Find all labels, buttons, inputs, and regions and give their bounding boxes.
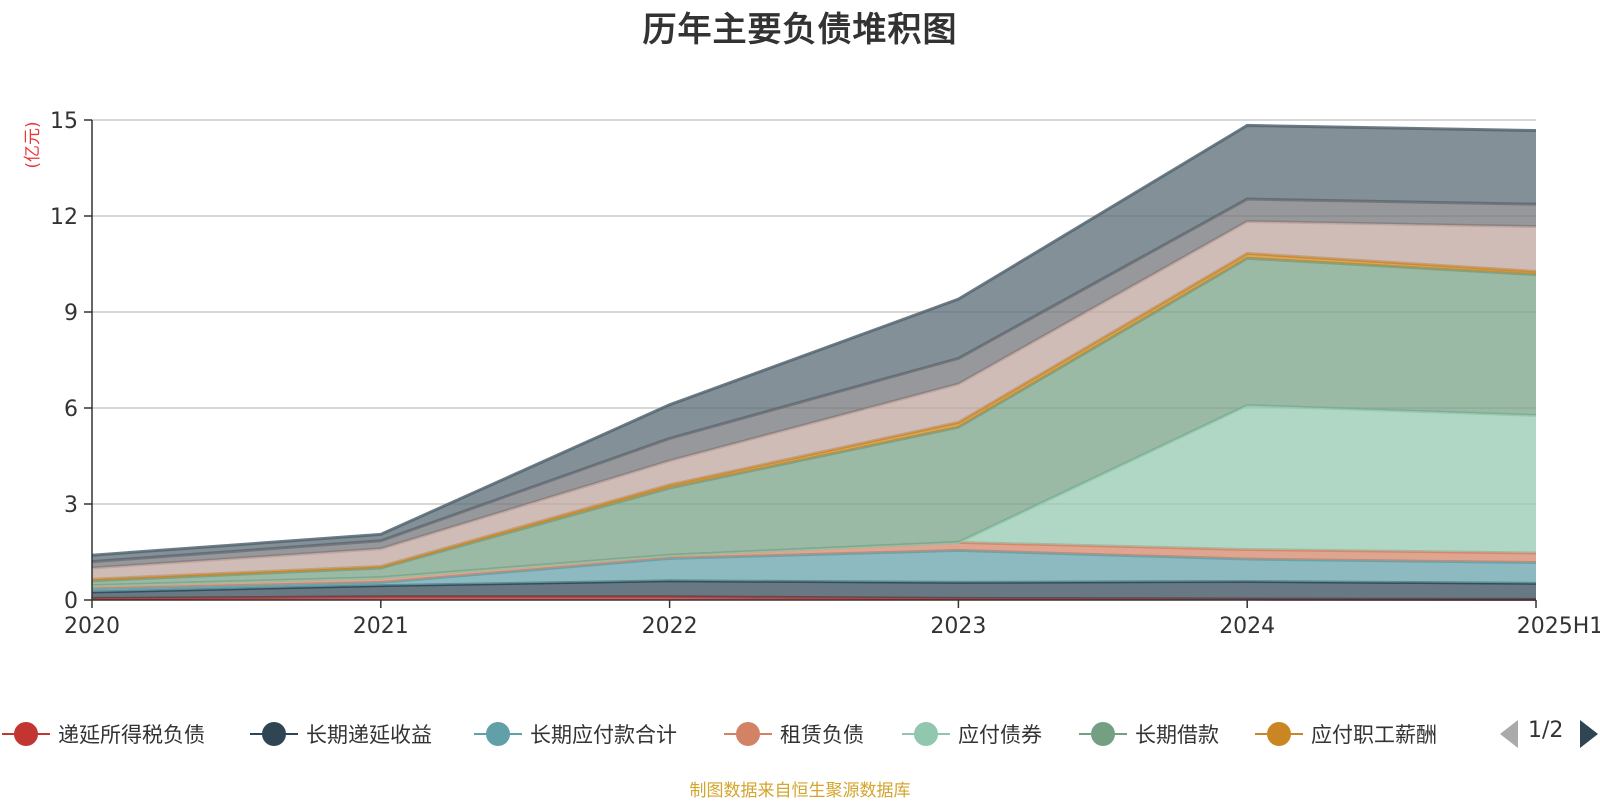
area-series-9 <box>92 125 1536 562</box>
legend-marker-icon <box>1077 714 1129 754</box>
area-series-3 <box>92 542 1536 589</box>
x-tick-label: 2021 <box>353 614 409 639</box>
legend-page-indicator: 1/2 <box>1528 718 1564 743</box>
legend-label: 长期借款 <box>1135 723 1219 747</box>
source-note: 制图数据来自恒生聚源数据库 <box>689 781 911 801</box>
x-tick-label: 2024 <box>1219 614 1275 639</box>
legend-label: 租赁负债 <box>780 723 864 747</box>
legend-next-page-icon[interactable] <box>1580 720 1598 748</box>
legend-marker-icon <box>472 714 524 754</box>
y-tick-label: 15 <box>50 109 78 134</box>
legend-item[interactable]: 递延所得税负债 <box>0 714 205 754</box>
area-series-2 <box>92 550 1536 592</box>
legend-item[interactable]: 租赁负债 <box>722 714 864 754</box>
legend: 递延所得税负债 长期递延收益 长期应付款合计 租赁负债 应付债券 长期借款 应付职工薪酬 <box>0 714 1600 754</box>
legend-label: 应付债券 <box>958 723 1042 747</box>
x-tick-label: 2025H1 <box>1517 614 1600 639</box>
x-tick-label: 2022 <box>642 614 698 639</box>
series-line-9 <box>91 123 1537 557</box>
area-series-layer <box>91 123 1537 601</box>
legend-item[interactable]: 应付职工薪酬 <box>1253 714 1437 754</box>
legend-prev-page-icon[interactable] <box>1500 720 1518 748</box>
legend-item[interactable]: 应付债券 <box>900 714 1042 754</box>
y-tick-label: 12 <box>50 205 78 230</box>
legend-item[interactable]: 长期借款 <box>1077 714 1219 754</box>
x-tick-label: 2023 <box>930 614 986 639</box>
legend-label: 长期应付款合计 <box>530 723 677 747</box>
legend-item[interactable]: 长期应付款合计 <box>472 714 677 754</box>
area-series-4 <box>92 405 1536 586</box>
legend-label: 应付职工薪酬 <box>1311 723 1437 747</box>
legend-item[interactable]: 长期递延收益 <box>248 714 432 754</box>
area-series-7 <box>92 221 1536 580</box>
y-tick-label: 6 <box>64 397 78 422</box>
y-axis-title: (亿元) <box>23 121 43 168</box>
y-tick-label: 9 <box>64 301 78 326</box>
axes <box>84 119 1537 608</box>
legend-marker-icon <box>722 714 774 754</box>
chart-title: 历年主要负债堆积图 <box>642 10 958 50</box>
legend-label: 递延所得税负债 <box>58 723 205 747</box>
axis-labels: 0 3 6 9 12 15 2020 2021 2022 2023 2024 2025H1 (亿元) <box>23 109 1600 639</box>
legend-marker-icon <box>248 714 300 754</box>
y-tick-label: 0 <box>64 589 78 614</box>
legend-pager: 1/2 <box>1500 716 1600 752</box>
legend-marker-icon <box>0 714 52 754</box>
legend-marker-icon <box>900 714 952 754</box>
y-tick-label: 3 <box>64 493 78 518</box>
legend-label: 长期递延收益 <box>306 723 432 747</box>
x-tick-label: 2020 <box>64 614 120 639</box>
legend-marker-icon <box>1253 714 1305 754</box>
area-series-5 <box>92 258 1536 586</box>
